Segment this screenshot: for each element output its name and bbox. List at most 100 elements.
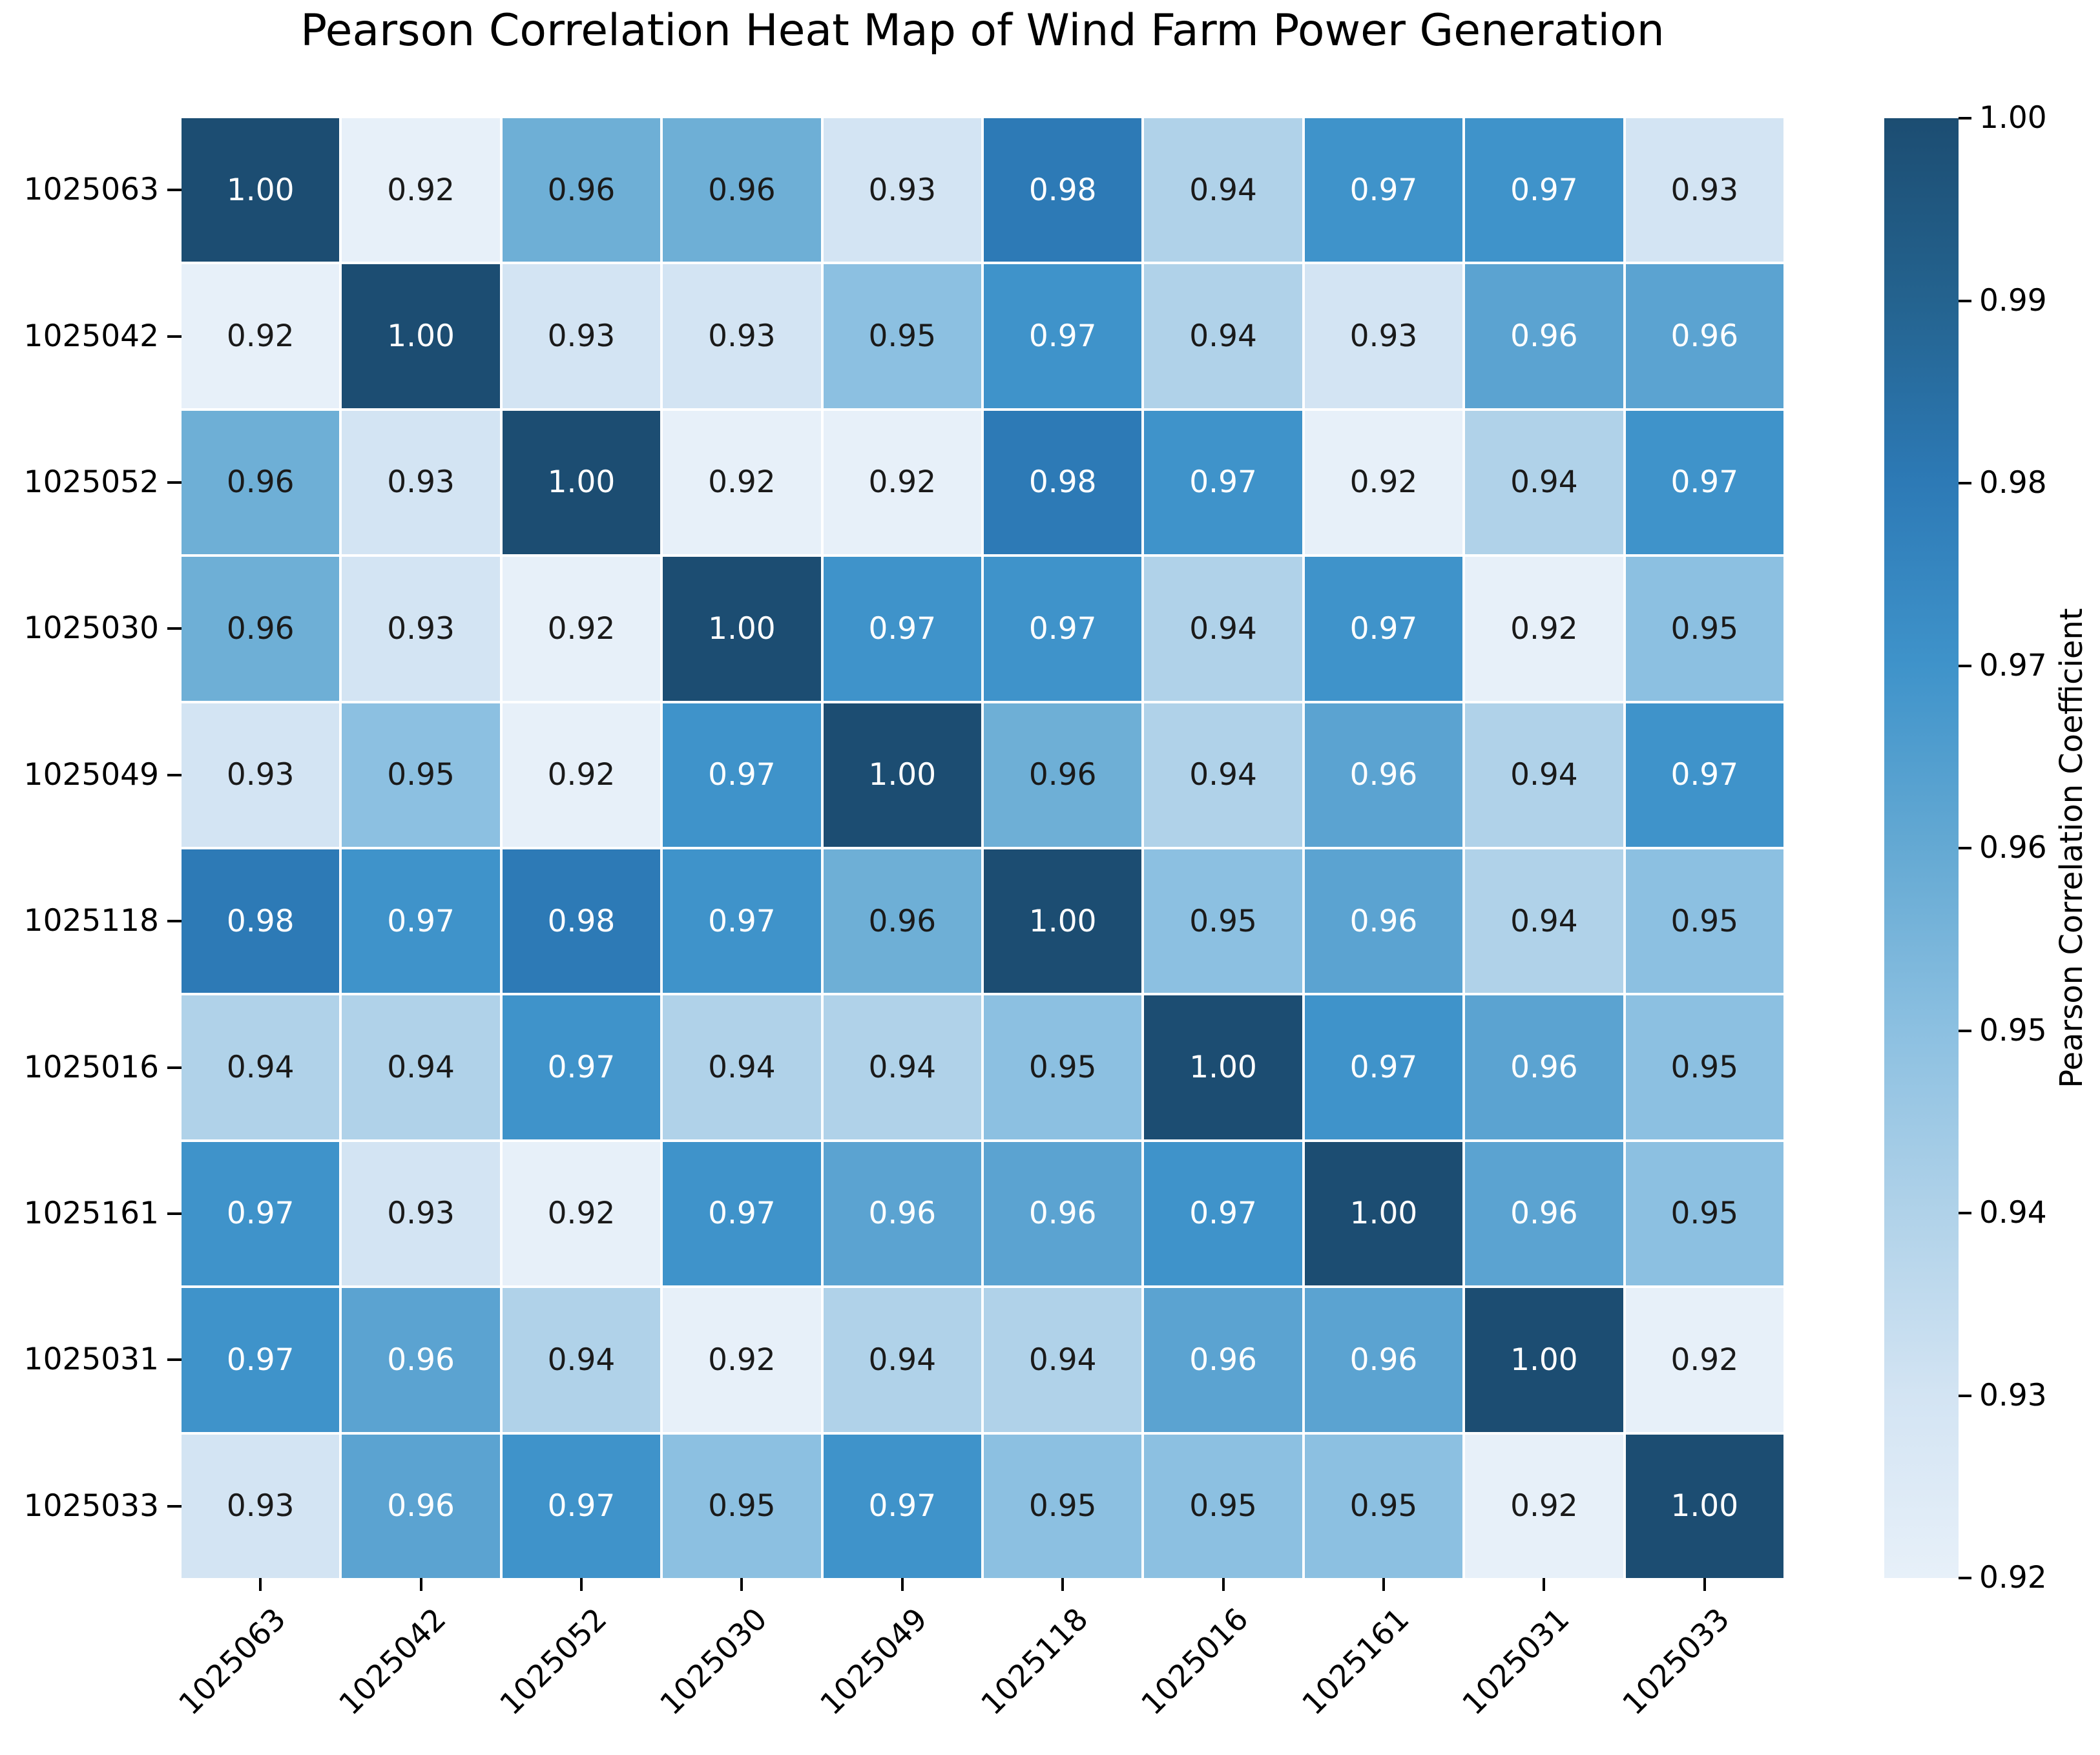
x-axis-tick-label: 1025030 [653, 1601, 775, 1723]
colorbar-tick [1959, 664, 1971, 667]
heatmap-cell: 0.95 [1625, 849, 1783, 993]
y-axis-tick-label: 1025049 [23, 756, 159, 793]
heatmap-cell: 0.97 [182, 1288, 340, 1432]
y-axis-tick [167, 1504, 182, 1508]
y-axis-tick [167, 335, 182, 338]
heatmap-cell: 0.97 [1625, 703, 1783, 847]
colorbar-tick-label: 0.97 [1979, 647, 2047, 683]
heatmap-cell: 0.96 [182, 557, 340, 701]
heatmap-cell: 0.94 [182, 995, 340, 1139]
colorbar-tick [1959, 299, 1971, 302]
y-axis-tick [167, 1358, 182, 1362]
heatmap-cell: 0.94 [342, 995, 500, 1139]
y-axis-tick-label: 1025031 [23, 1342, 159, 1378]
heatmap-cell: 0.98 [502, 849, 661, 993]
y-axis-tick-label: 1025030 [23, 610, 159, 647]
heatmap-cell: 0.93 [182, 703, 340, 847]
colorbar-axis-label: Pearson Correlation Coefficient [2053, 608, 2090, 1088]
heatmap-cell: 0.92 [663, 1288, 821, 1432]
colorbar-tick-label: 0.95 [1979, 1012, 2047, 1048]
heatmap-cell: 0.95 [1625, 557, 1783, 701]
heatmap-cell: 0.92 [342, 118, 500, 262]
heatmap-cell: 0.97 [182, 1141, 340, 1286]
heatmap-cell: 0.94 [1144, 264, 1302, 408]
heatmap-cell: 0.95 [823, 264, 981, 408]
heatmap-cell: 0.97 [663, 849, 821, 993]
heatmap-cell: 0.93 [182, 1434, 340, 1578]
heatmap-cell: 0.92 [502, 703, 661, 847]
colorbar-tick-label: 0.99 [1979, 282, 2047, 318]
heatmap-cell: 0.94 [1144, 118, 1302, 262]
heatmap-cell: 0.97 [502, 1434, 661, 1578]
heatmap-cell: 0.95 [1625, 995, 1783, 1139]
heatmap-cell: 0.97 [1144, 1141, 1302, 1286]
y-axis-tick-label: 1025016 [23, 1049, 159, 1085]
heatmap-cell: 0.92 [1465, 1434, 1623, 1578]
heatmap-cell: 0.97 [1304, 557, 1463, 701]
colorbar-tick [1959, 1577, 1971, 1579]
y-axis-tick [167, 920, 182, 923]
heatmap-cell: 0.93 [342, 557, 500, 701]
colorbar-tick-label: 1.00 [1979, 100, 2047, 136]
heatmap-cell: 0.93 [342, 410, 500, 555]
heatmap-cell: 0.93 [823, 118, 981, 262]
x-axis-tick [259, 1578, 262, 1591]
heatmap-cell: 0.96 [1465, 264, 1623, 408]
heatmap-cell: 0.97 [823, 557, 981, 701]
heatmap-cell: 0.97 [663, 703, 821, 847]
heatmap-cell: 0.95 [983, 1434, 1142, 1578]
heatmap-cell: 0.97 [983, 264, 1142, 408]
heatmap-cell: 0.93 [663, 264, 821, 408]
x-axis-tick [1382, 1578, 1385, 1591]
heatmap-cell: 1.00 [502, 410, 661, 555]
heatmap-cell: 0.94 [983, 1288, 1142, 1432]
colorbar-tick-label: 0.93 [1979, 1377, 2047, 1413]
heatmap-cell: 0.96 [1144, 1288, 1302, 1432]
heatmap-cell: 1.00 [1304, 1141, 1463, 1286]
heatmap-cell: 0.92 [1465, 557, 1623, 701]
colorbar-tick [1959, 847, 1971, 849]
x-axis-tick [1543, 1578, 1546, 1591]
heatmap-cell: 0.98 [182, 849, 340, 993]
x-axis-tick-label: 1025042 [332, 1601, 453, 1723]
heatmap-cell: 0.94 [1465, 410, 1623, 555]
heatmap-cell: 0.95 [1625, 1141, 1783, 1286]
y-axis-tick-label: 1025052 [23, 464, 159, 500]
chart-title: Pearson Correlation Heat Map of Wind Far… [300, 5, 1665, 56]
heatmap-cell: 0.97 [983, 557, 1142, 701]
x-axis-tick-label: 1025031 [1455, 1601, 1577, 1723]
y-axis-tick-label: 1025161 [23, 1196, 159, 1231]
x-axis-tick-label: 1025118 [974, 1601, 1096, 1723]
heatmap-cell: 0.97 [1304, 118, 1463, 262]
heatmap-cell: 0.95 [1144, 1434, 1302, 1578]
heatmap-cell: 0.94 [1144, 557, 1302, 701]
x-axis-tick-label: 1025063 [172, 1601, 293, 1723]
heatmap-cell: 0.93 [1304, 264, 1463, 408]
heatmap-cell: 0.94 [502, 1288, 661, 1432]
y-axis-tick-label: 1025042 [23, 318, 159, 354]
heatmap-cell: 0.95 [342, 703, 500, 847]
heatmap-cell: 0.97 [342, 849, 500, 993]
heatmap-cell: 0.95 [1304, 1434, 1463, 1578]
y-axis-tick [167, 189, 182, 192]
colorbar-tick-label: 0.92 [1979, 1560, 2047, 1595]
heatmap-cell: 0.92 [1625, 1288, 1783, 1432]
y-axis-tick [167, 627, 182, 630]
heatmap-cell: 0.94 [823, 995, 981, 1139]
heatmap-cell: 0.97 [1465, 118, 1623, 262]
x-axis-tick-label: 1025033 [1616, 1601, 1737, 1723]
heatmap-cell: 0.94 [663, 995, 821, 1139]
heatmap-cell: 0.96 [983, 1141, 1142, 1286]
heatmap-grid: 1.00 0.92 0.96 0.96 0.93 0.98 0.94 0.97 0.97 0.93… [182, 118, 1783, 1578]
heatmap-cell: 0.96 [1465, 1141, 1623, 1286]
x-axis-tick [1703, 1578, 1706, 1591]
heatmap-cell: 1.00 [342, 264, 500, 408]
heatmap-cell: 0.97 [1144, 410, 1302, 555]
heatmap-cell: 0.97 [1304, 995, 1463, 1139]
heatmap-cell: 0.96 [342, 1434, 500, 1578]
heatmap-cell: 1.00 [663, 557, 821, 701]
heatmap-cell: 0.95 [983, 995, 1142, 1139]
heatmap-cell: 0.92 [663, 410, 821, 555]
heatmap-cell: 0.92 [502, 1141, 661, 1286]
